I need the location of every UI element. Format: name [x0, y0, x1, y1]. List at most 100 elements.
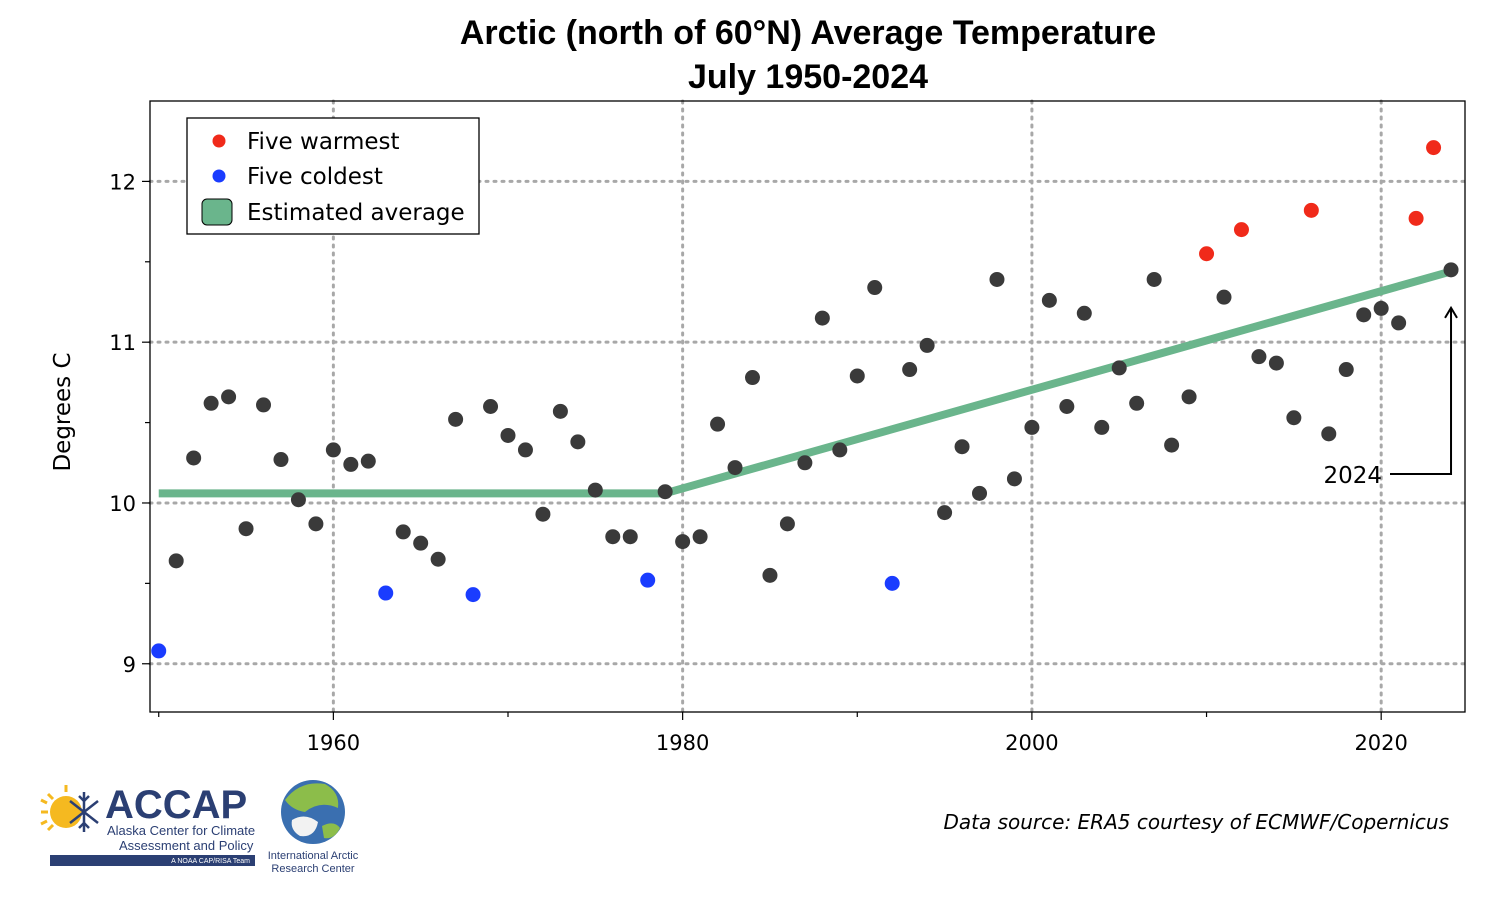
data-point: [1268, 355, 1284, 371]
axis-ticks: [142, 180, 1382, 720]
y-tick-label: 11: [109, 331, 136, 355]
x-tick-label: 2020: [1354, 731, 1407, 755]
data-point-coldest: [465, 587, 481, 603]
data-point-coldest: [151, 643, 167, 659]
data-point: [168, 553, 184, 569]
data-point: [1006, 471, 1022, 487]
accap-line1: Alaska Center for Climate: [107, 823, 255, 838]
data-point: [762, 567, 778, 583]
data-point-warmest: [1303, 202, 1319, 218]
data-point: [325, 442, 341, 458]
data-point: [1321, 426, 1337, 442]
data-point: [1094, 419, 1110, 435]
x-tick-labels: 1960 1980 2000 2020: [307, 731, 1408, 755]
data-point: [989, 271, 1005, 287]
data-point-coldest: [640, 572, 656, 588]
data-point: [1041, 292, 1057, 308]
data-point: [710, 416, 726, 432]
data-point-coldest: [884, 575, 900, 591]
data-point-warmest: [1426, 140, 1442, 156]
y-tick-labels: 9 10 11 12: [109, 170, 136, 676]
data-point-coldest: [378, 585, 394, 601]
data-point: [413, 535, 429, 551]
data-point: [395, 524, 411, 540]
data-point: [1443, 262, 1459, 278]
data-point: [1216, 289, 1232, 305]
data-point: [902, 362, 918, 378]
data-point: [238, 521, 254, 537]
data-point: [814, 310, 830, 326]
data-point: [360, 453, 376, 469]
iarc-logo: International Arctic Research Center: [268, 780, 359, 875]
annotation-label: 2024: [1323, 463, 1382, 489]
data-point: [552, 403, 568, 419]
data-point: [937, 505, 953, 521]
data-point: [1181, 389, 1197, 405]
data-point: [256, 397, 272, 413]
legend-marker-coldest: [212, 169, 226, 183]
chart-subtitle: July 1950-2024: [688, 58, 928, 96]
data-point: [919, 337, 935, 353]
data-point: [221, 389, 237, 405]
legend-label-estimated-average: Estimated average: [247, 200, 465, 226]
data-point: [203, 395, 219, 411]
accap-tagline: A NOAA CAP/RISA Team: [171, 858, 250, 865]
data-point-warmest: [1408, 210, 1424, 226]
y-tick-label: 12: [109, 170, 136, 194]
data-point: [727, 460, 743, 476]
data-source-note: Data source: ERA5 courtesy of ECMWF/Cope…: [943, 810, 1449, 834]
annotation-arrowhead: [1444, 305, 1458, 319]
data-points: [151, 140, 1459, 659]
data-point: [448, 411, 464, 427]
chart-title: Arctic (north of 60°N) Average Temperatu…: [460, 14, 1156, 52]
data-point: [744, 370, 760, 386]
data-point: [797, 455, 813, 471]
data-point: [657, 484, 673, 500]
x-tick-label: 1960: [307, 731, 360, 755]
accap-line2: Assessment and Policy: [119, 838, 254, 853]
x-tick-label: 2000: [1005, 731, 1058, 755]
legend-marker-estimated-average: [201, 198, 233, 226]
accap-name: ACCAP: [105, 783, 247, 827]
data-point-warmest: [1199, 246, 1215, 262]
iarc-line1: International Arctic: [268, 850, 359, 862]
legend: Five warmest Five coldest Estimated aver…: [186, 117, 480, 235]
y-tick-label: 9: [123, 653, 136, 677]
data-point: [186, 450, 202, 466]
y-tick-label: 10: [109, 492, 136, 516]
data-point: [1076, 305, 1092, 321]
data-point: [483, 399, 499, 414]
y-axis-label: Degrees C: [50, 352, 76, 471]
legend-box: [186, 117, 480, 235]
data-point: [849, 368, 865, 384]
legend-label-coldest: Five coldest: [247, 164, 383, 190]
data-point: [1391, 315, 1407, 331]
annotation-2024: 2024: [1323, 305, 1458, 489]
data-point: [1059, 399, 1075, 414]
data-point: [517, 442, 533, 458]
data-point: [779, 516, 795, 532]
iarc-line2: Research Center: [271, 863, 354, 875]
accap-tagline-bar: [50, 855, 255, 866]
data-point: [832, 442, 848, 458]
data-point: [1356, 307, 1372, 323]
data-point: [692, 529, 708, 545]
globe-icon: [281, 780, 345, 844]
data-point: [1338, 362, 1354, 378]
data-point: [535, 506, 551, 522]
sun-snowflake-icon: [40, 785, 99, 832]
legend-marker-warmest: [212, 134, 226, 148]
data-point: [290, 492, 306, 508]
data-point: [308, 516, 324, 532]
data-point: [1146, 271, 1162, 287]
data-point: [1111, 360, 1127, 376]
data-point: [570, 434, 586, 450]
data-point: [1129, 395, 1145, 411]
data-point: [1251, 349, 1267, 365]
plot-frame: [149, 100, 1466, 713]
data-point: [587, 482, 603, 498]
annotation-arrow: [1390, 307, 1453, 475]
data-point: [605, 529, 621, 545]
x-tick-label: 1980: [656, 731, 709, 755]
